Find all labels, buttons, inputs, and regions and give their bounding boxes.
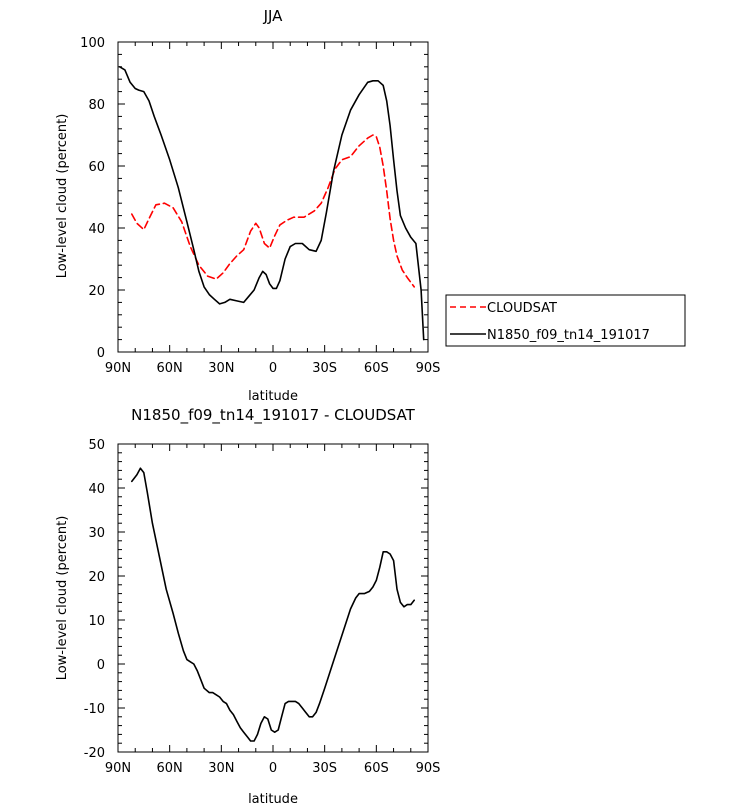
y-tick-label: 0 [97, 346, 105, 361]
x-tick-label: 90N [105, 761, 131, 776]
x-tick-label: 60N [157, 361, 183, 376]
chart-2-y-axis-label: Low-level cloud (percent) [55, 516, 70, 681]
y-tick-label: 10 [88, 614, 105, 629]
series-line-cloudsat [131, 134, 415, 288]
series-line-chart-2-series-0 [131, 467, 415, 742]
chart-1-plot-frame [117, 41, 429, 353]
series-line-n1850-f09-tn14-191017 [118, 66, 425, 341]
legend-label-cloudsat: CLOUDSAT [487, 301, 557, 316]
y-tick-label: 40 [88, 222, 105, 237]
y-tick-label: 0 [97, 658, 105, 673]
chart-1-series [118, 66, 425, 341]
x-tick-label: 90S [416, 361, 441, 376]
x-tick-label: 60N [157, 761, 183, 776]
x-tick-label: 90N [105, 361, 131, 376]
x-tick-label: 30N [208, 761, 234, 776]
x-tick-label: 30N [208, 361, 234, 376]
chart-1-x-axis-label: latitude [248, 389, 298, 404]
chart-1-y-axis-label: Low-level cloud (percent) [55, 114, 70, 279]
legend-label-model: N1850_f09_tn14_191017 [487, 328, 650, 343]
chart-2-series [131, 467, 415, 742]
y-tick-label: 40 [88, 482, 105, 497]
chart-jja: JJA Low-level cloud (percent) latitude 9… [55, 7, 686, 404]
y-tick-label: 30 [88, 526, 105, 541]
chart-2-x-axis-label: latitude [248, 792, 298, 807]
chart-2-title: N1850_f09_tn14_191017 - CLOUDSAT [131, 406, 415, 425]
y-tick-label: -10 [84, 702, 105, 717]
x-tick-label: 0 [269, 361, 277, 376]
y-tick-label: 20 [88, 284, 105, 299]
x-tick-label: 90S [416, 761, 441, 776]
chart-1-ticks: 90N 60N 30N 0 30S 60S 90S 0 20 40 60 80 100 [80, 36, 440, 376]
chart-difference: N1850_f09_tn14_191017 - CLOUDSAT Low-lev… [55, 406, 440, 807]
chart-2-plot-frame [117, 443, 429, 753]
y-tick-label: 50 [88, 438, 105, 453]
x-tick-label: 60S [364, 361, 389, 376]
y-tick-label: 100 [80, 36, 105, 51]
y-tick-label: 80 [88, 98, 105, 113]
x-tick-label: 60S [364, 761, 389, 776]
x-tick-label: 0 [269, 761, 277, 776]
chart-2-ticks: 90N 60N 30N 0 30S 60S 90S -20 -10 0 10 20 30 40 50 [84, 438, 441, 776]
legend-box [445, 294, 686, 347]
chart-1-legend: CLOUDSAT N1850_f09_tn14_191017 [445, 294, 686, 347]
chart-1-title: JJA [263, 7, 284, 25]
x-tick-label: 30S [312, 761, 337, 776]
y-tick-label: 20 [88, 570, 105, 585]
y-tick-label: -20 [84, 746, 105, 761]
y-tick-label: 60 [88, 160, 105, 175]
x-tick-label: 30S [312, 361, 337, 376]
